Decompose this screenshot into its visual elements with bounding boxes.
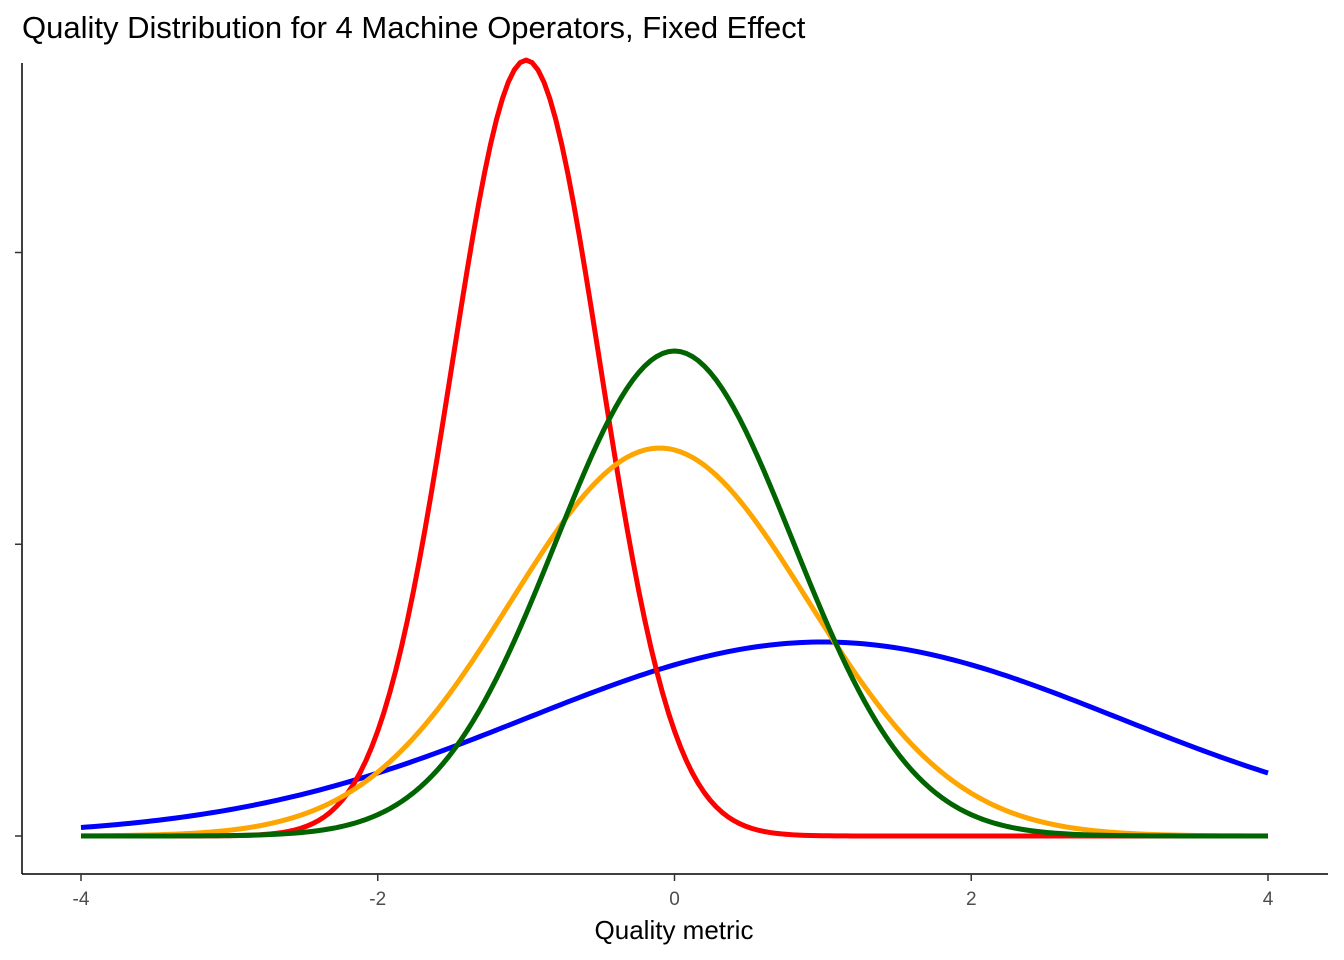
y-axis-ticks xyxy=(15,251,22,837)
x-tick-label: -4 xyxy=(73,889,90,910)
x-tick-label: 4 xyxy=(1263,889,1274,910)
x-axis-ticks: -4 -2 0 2 4 xyxy=(73,874,1274,910)
x-tick-label: 2 xyxy=(966,889,977,910)
series-layer xyxy=(80,57,1269,839)
series-line-3 xyxy=(80,445,1269,839)
x-tick-label: -2 xyxy=(369,889,386,910)
series-line-4 xyxy=(81,348,1268,839)
series-line-1 xyxy=(80,639,1269,830)
chart-title: Quality Distribution for 4 Machine Opera… xyxy=(22,10,806,45)
x-axis-title: Quality metric xyxy=(595,915,754,945)
x-tick-label: 0 xyxy=(669,889,680,910)
